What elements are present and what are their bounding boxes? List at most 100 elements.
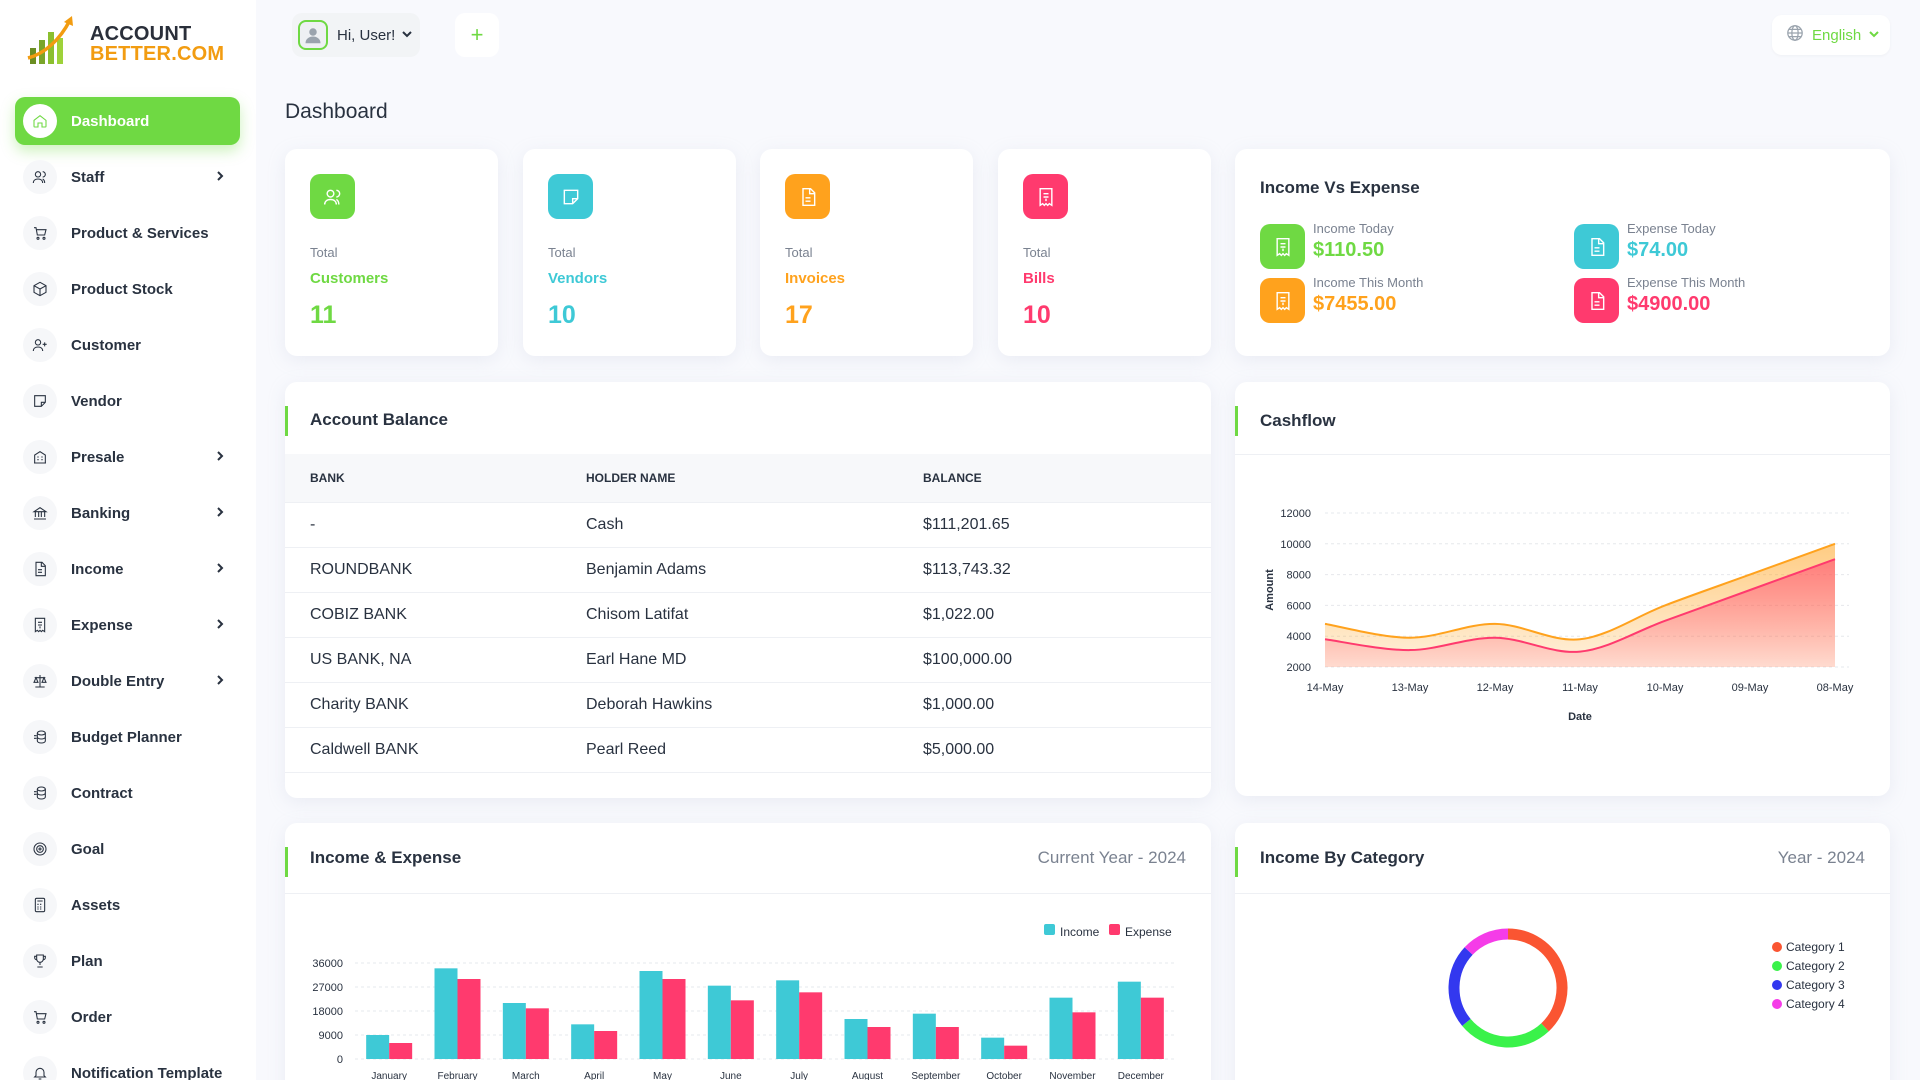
x-tick-label: April: [584, 1071, 604, 1080]
expense-bar: [594, 1031, 618, 1059]
legend-swatch: [1109, 924, 1120, 935]
income-by-category-card: Income By Category Year - 2024 Category …: [1235, 823, 1890, 1080]
stat-label: Invoices: [785, 270, 846, 287]
summary-label: Income Today: [1313, 221, 1394, 236]
column-header[interactable]: HOLDER NAME: [586, 454, 923, 502]
user-menu-button[interactable]: Hi, User!: [292, 13, 420, 57]
x-tick-label: August: [852, 1071, 883, 1080]
sidebar-item-product-services[interactable]: Product & Services: [15, 209, 240, 257]
brand-logo[interactable]: ACCOUNT BETTER.COM: [26, 14, 236, 70]
column-header[interactable]: BANK: [285, 454, 586, 502]
sidebar-item-notification-template[interactable]: Notification Template: [15, 1049, 240, 1080]
y-axis-title: Amount: [1264, 569, 1276, 611]
sidebar-item-presale[interactable]: Presale: [15, 433, 240, 481]
brand-line-2: BETTER.COM: [90, 43, 225, 65]
stat-label: Bills: [1023, 270, 1055, 287]
card-title: Account Balance: [310, 410, 448, 429]
home-icon: [23, 104, 57, 138]
x-tick-label: June: [720, 1071, 742, 1080]
x-tick-label: 09-May: [1732, 682, 1769, 694]
sidebar: ACCOUNT BETTER.COM Dashboard Staff Product…: [0, 0, 256, 1080]
chevron-down-icon: [1861, 26, 1879, 44]
cashflow-chart: 2000 4000 6000 8000 10000 12000 14-May 13-May 12…: [1264, 508, 1854, 723]
sidebar-item-label: Contract: [71, 784, 133, 802]
sidebar-item-income[interactable]: Income: [15, 545, 240, 593]
stat-card-customers[interactable]: Total Customers 11: [285, 149, 498, 356]
bank-cell: ROUNDBANK: [285, 546, 586, 592]
x-tick-label: November: [1049, 1071, 1096, 1080]
note-icon: [548, 174, 593, 219]
x-tick-label: 14-May: [1307, 682, 1344, 694]
balance-cell: $1,022.00: [923, 591, 1211, 637]
stat-card-vendors[interactable]: Total Vendors 10: [523, 149, 736, 356]
card-title: Income & Expense: [310, 848, 462, 867]
summary-value: $74.00: [1627, 239, 1689, 261]
balance-cell: $5,000.00: [923, 726, 1211, 773]
sidebar-item-staff[interactable]: Staff: [15, 153, 240, 201]
sidebar-item-customer[interactable]: Customer: [15, 321, 240, 369]
trophy-icon: [23, 944, 57, 978]
stat-card-invoices[interactable]: Total Invoices 17: [760, 149, 973, 356]
box-icon: [23, 272, 57, 306]
receipt-icon: [23, 608, 57, 642]
sidebar-item-contract[interactable]: Contract: [15, 769, 240, 817]
sidebar-item-label: Dashboard: [71, 112, 150, 130]
sidebar-item-dashboard[interactable]: Dashboard: [15, 97, 240, 145]
title-accent-bar: [1235, 406, 1238, 436]
y-tick-label: 8000: [1287, 570, 1311, 582]
cashflow-series-2-area: [1325, 559, 1835, 667]
sidebar-item-banking[interactable]: Banking: [15, 489, 240, 537]
x-tick-label: September: [911, 1071, 961, 1080]
expense-bar: [935, 1027, 959, 1059]
column-header[interactable]: BALANCE: [923, 454, 1211, 502]
chevron-right-icon: [214, 561, 226, 573]
sidebar-item-vendor[interactable]: Vendor: [15, 377, 240, 425]
table-body: - Cash $111,201.65 ROUNDBANK Benjamin Adams $…: [285, 501, 1211, 773]
user-plus-icon: [23, 328, 57, 362]
calculator-icon: [23, 888, 57, 922]
quick-add-button[interactable]: +: [455, 13, 499, 57]
sidebar-item-label: Expense: [71, 616, 133, 634]
holder-name-cell: Deborah Hawkins: [586, 681, 923, 727]
x-tick-label: 10-May: [1647, 682, 1684, 694]
table-row: Charity BANK Deborah Hawkins $1,000.00: [285, 681, 1211, 727]
expense-bar: [457, 979, 481, 1059]
income-bar: [981, 1037, 1005, 1059]
sidebar-item-label: Goal: [71, 840, 105, 858]
note-icon: [23, 384, 57, 418]
y-tick-label: 9000: [319, 1030, 343, 1042]
card-title: Income Vs Expense: [1260, 178, 1420, 197]
legend-label: Category 3: [1786, 978, 1845, 992]
expense-bar: [867, 1027, 891, 1059]
chevron-right-icon: [214, 169, 226, 181]
sidebar-item-budget-planner[interactable]: Budget Planner: [15, 713, 240, 761]
x-tick-label: 12-May: [1477, 682, 1514, 694]
sidebar-item-goal[interactable]: Goal: [15, 825, 240, 873]
x-tick-label: October: [986, 1071, 1022, 1080]
sidebar-item-product-stock[interactable]: Product Stock: [15, 265, 240, 313]
stat-card-bills[interactable]: Total Bills 10: [998, 149, 1211, 356]
sidebar-item-assets[interactable]: Assets: [15, 881, 240, 929]
title-accent-bar: [285, 406, 288, 436]
summary-value: $7455.00: [1313, 293, 1397, 315]
holder-name-cell: Cash: [586, 501, 923, 547]
expense-bar: [389, 1043, 413, 1059]
sidebar-item-order[interactable]: Order: [15, 993, 240, 1041]
income-bar: [707, 985, 731, 1059]
brand-name: ACCOUNT BETTER.COM: [90, 24, 224, 64]
summary-value: $110.50: [1313, 239, 1385, 261]
summary-label: Income This Month: [1313, 275, 1424, 290]
bank-icon: [23, 496, 57, 530]
building-icon: [23, 440, 57, 474]
invoice-icon: [1574, 278, 1619, 323]
bell-icon: [23, 1056, 57, 1080]
sidebar-item-plan[interactable]: Plan: [15, 937, 240, 985]
y-tick-label: 0: [337, 1054, 343, 1066]
income-bar: [502, 1003, 526, 1059]
sidebar-item-expense[interactable]: Expense: [15, 601, 240, 649]
sidebar-item-label: Notification Template: [71, 1064, 223, 1080]
sidebar-item-double-entry[interactable]: Double Entry: [15, 657, 240, 705]
stat-value: 17: [785, 301, 813, 329]
x-axis-title: Date: [1568, 711, 1592, 723]
language-selector[interactable]: English: [1772, 15, 1890, 55]
